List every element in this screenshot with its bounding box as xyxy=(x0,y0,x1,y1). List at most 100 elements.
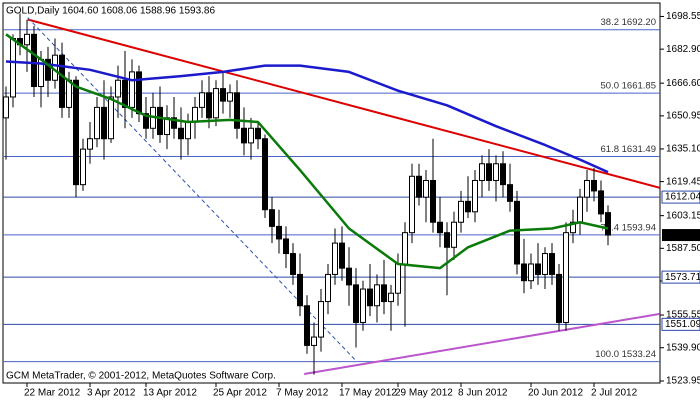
candle-body xyxy=(605,212,611,236)
candle-body xyxy=(122,79,128,108)
x-tick-label: 20 Jun 2012 xyxy=(528,388,583,399)
candle-body xyxy=(269,209,275,227)
moving-average xyxy=(5,60,609,174)
x-tick-label: 13 Apr 2012 xyxy=(143,388,197,399)
y-tick-label: 1635.10 xyxy=(666,144,700,155)
x-tick-label: 3 Apr 2012 xyxy=(87,388,136,399)
candle-body xyxy=(206,92,212,119)
candle-body xyxy=(3,96,9,119)
price-marker-label: 1612.04 xyxy=(665,192,700,203)
last-price-label: 1593.86 xyxy=(665,230,700,241)
candle-body xyxy=(136,71,142,115)
candle-body xyxy=(143,113,149,129)
candle-body xyxy=(318,301,324,338)
candle-body xyxy=(241,127,247,144)
trendline xyxy=(304,312,660,376)
candle-body xyxy=(500,163,506,186)
candle-body xyxy=(311,336,317,346)
x-tick-label: 7 May 2012 xyxy=(276,388,329,399)
candle-body xyxy=(129,71,135,108)
candle-body xyxy=(31,33,37,88)
candle-body xyxy=(220,88,226,102)
fib-label: 50.0 1661.85 xyxy=(601,81,656,92)
candle-body xyxy=(353,284,359,323)
candle-body xyxy=(528,263,534,282)
y-tick-label: 1539.90 xyxy=(666,342,700,353)
candle-body xyxy=(94,106,100,140)
fib-label: 61.8 1631.49 xyxy=(601,144,656,155)
footer: GCM MetaTrader, © 2001-2012, MetaQuotes … xyxy=(6,371,276,382)
candle-body xyxy=(297,273,303,307)
candle-body xyxy=(325,273,331,303)
candle-body xyxy=(584,179,590,198)
candle-body xyxy=(283,238,289,255)
price-axis: 1698.55 1682.90 1666.60 1650.95 1635.10 1619.… xyxy=(24,11,700,399)
candle-body xyxy=(381,284,387,303)
candle-body xyxy=(486,163,492,181)
fib-label: 76.4 1593.94 xyxy=(601,222,656,233)
candle-body xyxy=(458,200,464,223)
candle-body xyxy=(570,221,576,234)
price-marker-label: 1551.09 xyxy=(665,319,700,330)
candle-body xyxy=(465,200,471,213)
candle-body xyxy=(374,284,380,307)
candle-body xyxy=(115,79,121,98)
candle-body xyxy=(248,127,254,144)
candle-body xyxy=(549,253,555,275)
candle-body xyxy=(185,121,191,140)
candle-body xyxy=(472,179,478,213)
candle-body xyxy=(507,184,513,202)
candle-body xyxy=(346,267,352,286)
candle-body xyxy=(157,106,163,136)
last-price-box xyxy=(662,229,700,242)
y-tick-label: 1587.50 xyxy=(666,243,700,254)
price-marker-box xyxy=(661,270,700,284)
candle-body xyxy=(535,263,541,275)
candle-body xyxy=(178,127,184,140)
candle-body xyxy=(556,273,562,323)
candle-body xyxy=(59,54,65,108)
chart-title: GOLD,Daily 1604.60 1608.06 1588.96 1593.… xyxy=(6,6,215,17)
x-tick-label: 25 Apr 2012 xyxy=(213,388,267,399)
candle-body xyxy=(577,196,583,223)
price-marker-label: 1573.71 xyxy=(665,272,700,283)
candle-body xyxy=(451,221,457,248)
candle-body xyxy=(444,232,450,248)
candle-body xyxy=(339,242,345,269)
y-tick-label: 1523.95 xyxy=(666,376,700,387)
candle-body xyxy=(388,292,394,303)
y-tick-label: 1682.90 xyxy=(666,44,700,55)
candle-body xyxy=(563,232,569,323)
y-tick-label: 1603.15 xyxy=(666,210,700,221)
candle-body xyxy=(24,33,30,46)
candle-body xyxy=(332,242,338,275)
candle-body xyxy=(423,179,429,198)
candle-body xyxy=(234,92,240,129)
candle-body xyxy=(521,263,527,282)
overlays xyxy=(5,33,609,270)
candle-body xyxy=(416,175,422,198)
candle-body xyxy=(108,96,114,140)
x-tick-label: 29 May 2012 xyxy=(395,388,453,399)
x-tick-label: 17 May 2012 xyxy=(339,388,397,399)
candle-body xyxy=(80,148,86,186)
x-tick-label: 2 Jul 2012 xyxy=(591,388,638,399)
candle-body xyxy=(367,288,373,307)
candle-body xyxy=(171,117,177,129)
candles xyxy=(3,13,611,375)
candle-body xyxy=(409,175,415,234)
candle-body xyxy=(45,58,51,81)
candle-body xyxy=(598,190,604,215)
candle-body xyxy=(10,37,16,98)
candle-body xyxy=(290,253,296,275)
y-tick-label: 1698.55 xyxy=(666,11,700,22)
candle-body xyxy=(199,92,205,108)
price-marker-box xyxy=(661,190,700,204)
plot-frame xyxy=(2,2,661,384)
candle-body xyxy=(276,225,282,240)
fib-label: 38.2 1692.20 xyxy=(601,17,656,28)
candle-body xyxy=(542,253,548,275)
candle-body xyxy=(395,263,401,294)
candle-body xyxy=(479,163,485,181)
candle-body xyxy=(227,92,233,102)
